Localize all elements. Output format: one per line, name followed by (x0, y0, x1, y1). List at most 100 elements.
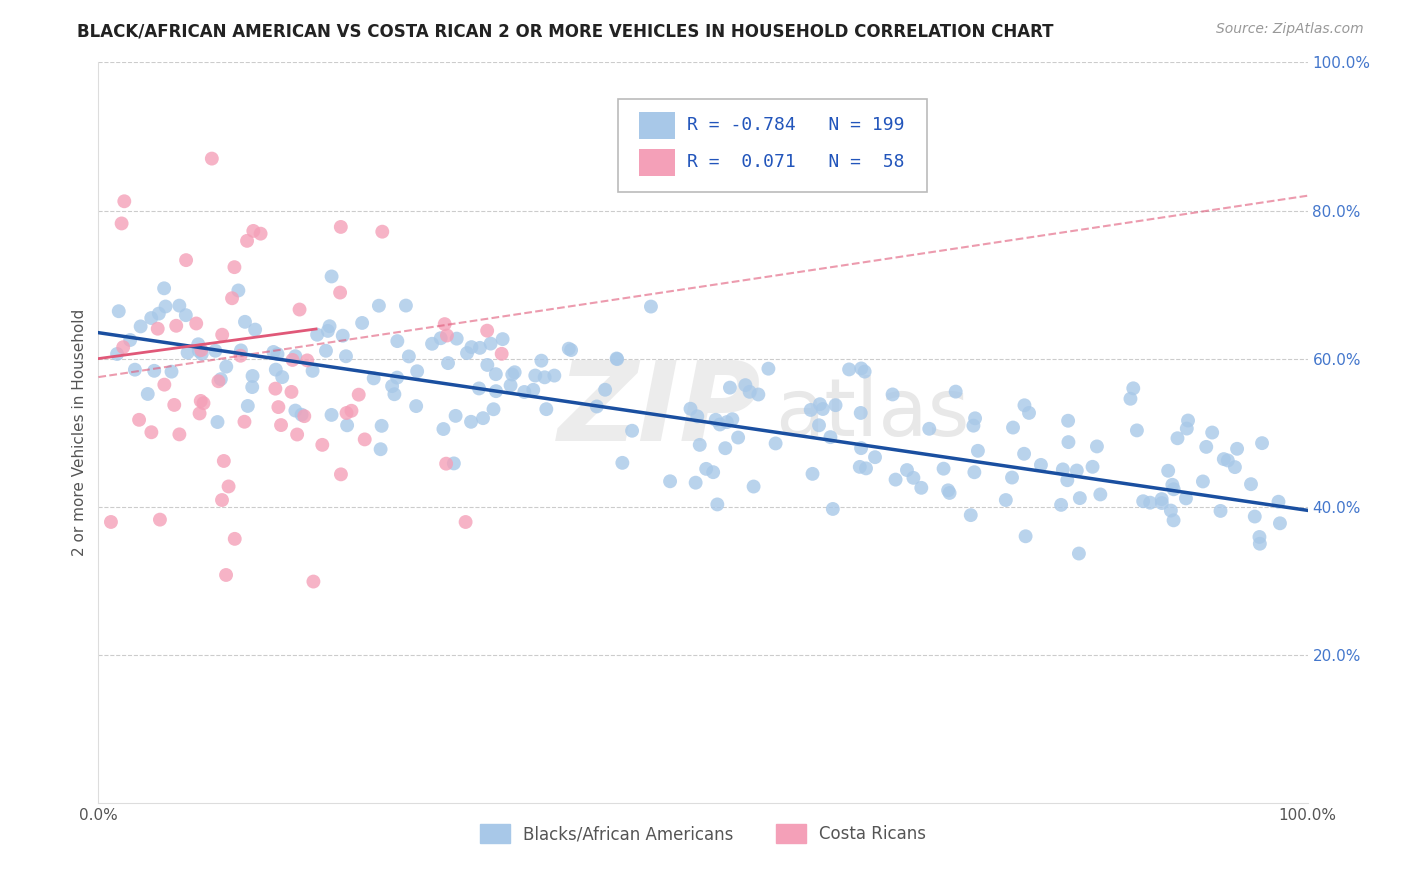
Point (174, 253, 197, 268)
Point (959, 508, 981, 522)
Point (321, 269, 343, 284)
Point (160, 365, 183, 379)
Point (329, 285, 352, 300)
Point (297, 353, 319, 368)
Point (485, 367, 508, 381)
Point (938, 486, 960, 500)
Point (945, 384, 967, 399)
Point (1122, 381, 1144, 395)
Point (266, 347, 288, 361)
Point (1268, 516, 1291, 531)
Point (141, 311, 163, 326)
Point (1139, 496, 1161, 510)
Text: atlas: atlas (776, 376, 970, 453)
Point (285, 427, 308, 442)
Point (1150, 496, 1173, 510)
Point (536, 402, 558, 417)
Point (432, 422, 454, 436)
Point (468, 381, 491, 395)
Point (218, 479, 240, 493)
Point (316, 324, 339, 338)
Point (606, 352, 628, 367)
Point (811, 402, 834, 417)
Point (288, 302, 311, 317)
Point (718, 381, 741, 395)
Bar (638, 149, 675, 176)
Point (853, 365, 876, 379)
Point (363, 371, 385, 385)
Point (882, 387, 904, 401)
Point (558, 342, 581, 356)
Point (436, 328, 458, 343)
Point (204, 343, 226, 358)
Point (105, 347, 128, 361)
Point (190, 393, 212, 408)
Point (714, 441, 737, 455)
Text: ZIP: ZIP (558, 357, 762, 464)
Point (385, 370, 408, 384)
Point (437, 356, 460, 370)
Point (207, 374, 229, 388)
Point (1029, 458, 1052, 472)
Point (967, 443, 990, 458)
Point (477, 358, 499, 372)
Point (318, 319, 340, 334)
Point (340, 404, 363, 418)
Point (1157, 464, 1180, 478)
Point (211, 493, 233, 508)
Point (284, 403, 307, 417)
Point (335, 406, 357, 420)
Point (456, 346, 478, 360)
Point (1018, 406, 1040, 420)
Point (224, 532, 246, 546)
Point (367, 299, 389, 313)
Point (530, 353, 553, 368)
Point (1243, 509, 1265, 524)
Point (454, 515, 477, 529)
Point (352, 316, 374, 330)
Point (395, 299, 418, 313)
Point (1195, 440, 1218, 454)
Point (1067, 547, 1090, 561)
Y-axis label: 2 or more Vehicles in Household: 2 or more Vehicles in Household (72, 309, 87, 557)
Point (242, 369, 264, 384)
Point (165, 318, 187, 333)
Point (1216, 453, 1239, 467)
Point (446, 332, 468, 346)
Point (1160, 503, 1182, 517)
Point (242, 224, 264, 238)
Point (124, 362, 146, 376)
Point (491, 332, 513, 346)
Point (110, 217, 132, 231)
Point (738, 384, 761, 399)
Point (1163, 482, 1185, 496)
Point (679, 401, 702, 416)
Point (221, 291, 243, 305)
Point (1001, 470, 1024, 484)
Bar (638, 112, 675, 138)
Point (243, 323, 266, 337)
Point (321, 408, 343, 422)
Point (863, 450, 886, 465)
Point (593, 383, 616, 397)
Point (543, 368, 565, 383)
Point (721, 412, 744, 426)
Point (808, 397, 831, 411)
Point (734, 378, 756, 392)
Point (472, 411, 495, 425)
Point (169, 299, 191, 313)
Point (475, 324, 498, 338)
Point (153, 377, 176, 392)
Point (1267, 494, 1289, 508)
Point (560, 343, 582, 357)
Point (301, 364, 323, 378)
Point (612, 456, 634, 470)
Point (1069, 491, 1091, 505)
Point (801, 467, 824, 481)
Point (1090, 487, 1112, 501)
Point (1163, 513, 1185, 527)
Point (1056, 473, 1078, 487)
Point (141, 425, 163, 440)
Point (821, 502, 844, 516)
Point (689, 438, 711, 452)
